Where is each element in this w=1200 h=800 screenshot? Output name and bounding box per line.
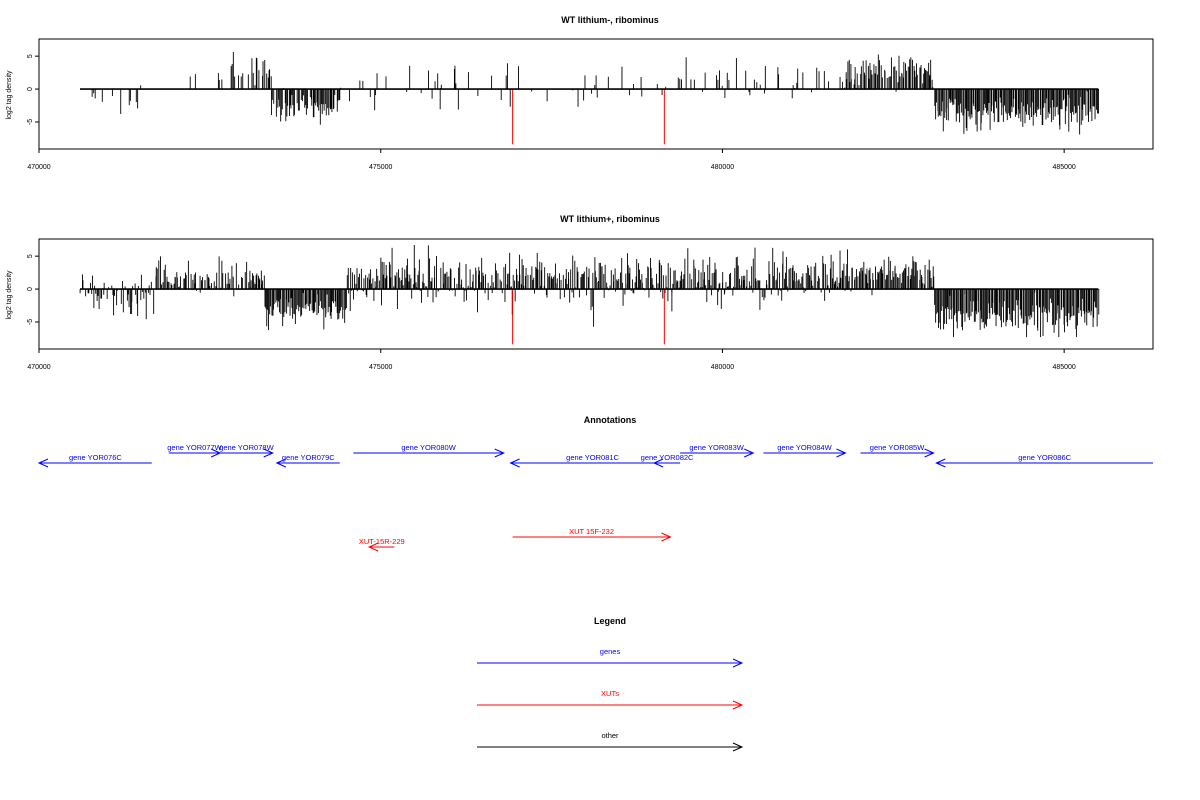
panel-title: WT lithium-, ribominus bbox=[561, 15, 659, 25]
gene-feature-1: gene YOR077W bbox=[167, 443, 223, 458]
x-tick-label-1: 475000 bbox=[369, 364, 392, 371]
gene-label: gene YOR079C bbox=[282, 453, 335, 462]
panel-lithium-plus: WT lithium+, ribominus log2 tag density … bbox=[6, 214, 1154, 371]
gene-feature-0: gene YOR076C bbox=[37, 453, 152, 468]
gene-label: gene YOR084W bbox=[777, 443, 832, 452]
xut-label: XUT-15R-229 bbox=[359, 537, 405, 546]
signal-bars bbox=[91, 51, 1099, 135]
plot-frame bbox=[38, 38, 1154, 150]
gene-feature-7: gene YOR083W bbox=[680, 443, 755, 458]
legend-item-genes-arrowhead bbox=[732, 658, 744, 668]
y-axis: -5 0 5 bbox=[27, 54, 39, 125]
gene-feature-5-arrowhead bbox=[509, 458, 520, 468]
gene-feature-10: gene YOR086C bbox=[935, 453, 1153, 468]
y-tick-label-0: -5 bbox=[27, 319, 34, 325]
legend-label-genes: genes bbox=[600, 647, 621, 656]
gene-feature-9: gene YOR085W bbox=[860, 443, 935, 458]
gene-feature-4-arrowhead bbox=[494, 448, 505, 458]
x-tick-label-2: 480000 bbox=[711, 164, 734, 171]
panel-lithium-minus: WT lithium-, ribominus log2 tag density … bbox=[6, 15, 1154, 171]
gene-feature-6: gene YOR082C bbox=[641, 453, 694, 468]
xut-feature-0: XUT-15R-229 bbox=[359, 537, 405, 552]
y-axis: -5 0 5 bbox=[27, 254, 39, 325]
gene-label: gene YOR077W bbox=[167, 443, 222, 452]
y-tick-label-2: 5 bbox=[27, 254, 34, 258]
legend-item-other-arrowhead bbox=[732, 742, 744, 752]
gene-feature-7-arrowhead bbox=[743, 448, 755, 458]
gene-feature-5: gene YOR081C bbox=[509, 453, 675, 468]
x-tick-label-3: 485000 bbox=[1052, 364, 1075, 371]
highlight-bars bbox=[512, 289, 665, 345]
gene-label: gene YOR080W bbox=[401, 443, 456, 452]
annotations-title: Annotations bbox=[584, 415, 637, 425]
x-axis: 470000 475000 480000 485000 bbox=[27, 149, 1076, 171]
gene-feature-3: gene YOR079C bbox=[275, 453, 340, 468]
gene-label: gene YOR076C bbox=[69, 453, 122, 462]
gene-feature-6-arrowhead bbox=[652, 458, 664, 468]
gene-feature-9-arrowhead bbox=[924, 448, 935, 458]
highlight-bars bbox=[512, 89, 665, 145]
x-tick-label-1: 475000 bbox=[369, 164, 392, 171]
gene-feature-3-arrowhead bbox=[275, 458, 287, 468]
y-tick-label-2: 5 bbox=[27, 54, 34, 58]
xut-feature-0-arrowhead bbox=[367, 542, 379, 552]
gene-feature-8: gene YOR084W bbox=[763, 443, 847, 458]
gene-feature-2: gene YOR078W bbox=[219, 443, 275, 458]
gene-feature-8-arrowhead bbox=[836, 448, 847, 458]
y-tick-label-1: 0 bbox=[27, 87, 34, 91]
y-axis-label: log2 tag density bbox=[6, 70, 13, 120]
legend-item-xuts-arrowhead bbox=[732, 700, 744, 710]
x-tick-label-0: 470000 bbox=[27, 164, 50, 171]
gene-label: gene YOR085W bbox=[870, 443, 925, 452]
gene-feature-10-arrowhead bbox=[935, 458, 946, 468]
y-tick-label-0: -5 bbox=[27, 119, 34, 125]
x-tick-label-0: 470000 bbox=[27, 364, 50, 371]
gene-label: gene YOR083W bbox=[689, 443, 744, 452]
legend-items: genes XUTs other bbox=[477, 647, 744, 752]
legend-label-xuts: XUTs bbox=[601, 689, 619, 698]
legend-item-genes: genes bbox=[477, 647, 744, 668]
gene-feature-4: gene YOR080W bbox=[353, 443, 505, 458]
xut-feature-1-arrowhead bbox=[661, 532, 672, 542]
gene-label: gene YOR081C bbox=[566, 453, 619, 462]
gene-feature-0-arrowhead bbox=[37, 458, 49, 468]
gene-feature-2-arrowhead bbox=[263, 448, 274, 458]
gene-label: gene YOR078W bbox=[219, 443, 274, 452]
panel-title: WT lithium+, ribominus bbox=[560, 214, 660, 224]
legend-item-other: other bbox=[477, 731, 744, 752]
legend: Legend genes XUTs other bbox=[477, 616, 744, 752]
gene-label: gene YOR082C bbox=[641, 453, 694, 462]
signal-bars bbox=[79, 244, 1100, 338]
x-axis: 470000 475000 480000 485000 bbox=[27, 349, 1076, 371]
x-tick-label-2: 480000 bbox=[711, 364, 734, 371]
xut-feature-1: XUT 15F-232 bbox=[512, 527, 672, 542]
x-tick-label-3: 485000 bbox=[1052, 164, 1075, 171]
legend-item-xuts: XUTs bbox=[477, 689, 744, 710]
legend-title: Legend bbox=[594, 616, 626, 626]
y-axis-label: log2 tag density bbox=[6, 270, 13, 320]
plot-frame bbox=[38, 238, 1154, 350]
gene-label: gene YOR086C bbox=[1018, 453, 1071, 462]
y-tick-label-1: 0 bbox=[27, 287, 34, 291]
xut-label: XUT 15F-232 bbox=[569, 527, 614, 536]
legend-label-other: other bbox=[601, 731, 619, 740]
